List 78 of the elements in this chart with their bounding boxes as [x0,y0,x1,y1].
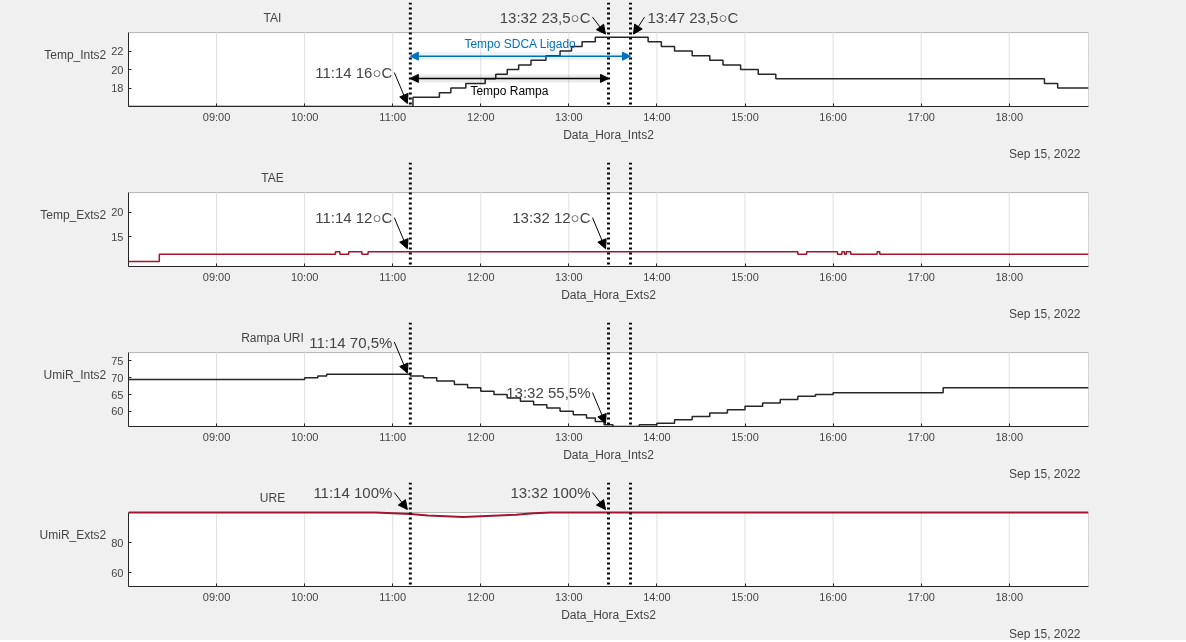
x-tick-label: 11:00 [379,430,407,443]
annotation: 11:14 12○C [315,209,393,227]
chart-title: TAI [263,10,282,25]
x-tick-label: 14:00 [643,430,671,443]
y-tick-label: 22 [111,45,124,57]
y-tick-label: 65 [111,388,124,401]
x-tick-label: 14:00 [643,590,671,603]
x-tick-label: 17:00 [907,590,935,603]
x-tick-label: 15:00 [731,270,759,283]
text: Sep 15, 2022 [1009,146,1081,161]
y-tick-label: 20 [111,206,124,219]
y-tick-label: 80 [111,536,124,549]
y-axis-title: UmiR_Exts2 [39,527,107,542]
x-tick-label: 15:00 [731,590,759,603]
x-tick-label: 15:00 [731,110,759,123]
x-tick-label: 10:00 [290,110,319,123]
x-tick-label: 09:00 [202,590,231,603]
x-tick-label: 18:00 [995,430,1023,443]
annotation: 13:32 100% [510,484,591,501]
y-tick-label: 60 [111,405,124,418]
y-axis-title: Temp_Exts2 [40,207,107,222]
x-tick-label: 09:00 [202,270,231,283]
x-tick-label: 14:00 [643,110,671,123]
annotation: 11:14 16○C [315,64,393,81]
x-tick-label: 18:00 [995,270,1023,283]
y-tick-label: 60 [111,566,124,579]
y-axis-title: UmiR_Ints2 [43,367,107,382]
annotation: 13:32 12○C [512,209,591,227]
x-tick-label: 13:00 [555,270,583,283]
y-tick-label: 15 [111,230,124,243]
x-tick-label: 12:00 [467,270,495,283]
x-tick-label: 12:00 [467,430,495,443]
x-tick-label: 14:00 [643,270,671,283]
annotation: 13:32 55,5% [506,384,591,401]
y-tick-label: 20 [111,63,124,76]
x-tick-label: 10:00 [290,430,319,443]
annotation: 13:47 23,5○C [647,8,739,26]
x-tick-label: 16:00 [819,110,847,123]
y-tick-label: 70 [111,371,124,384]
annotation: 11:14 100% [313,484,393,501]
text: Sep 15, 2022 [1009,466,1081,481]
annotation: 13:32 23,5○C [499,8,591,26]
x-tick-label: 17:00 [907,270,935,283]
x-axis-title: Data_Hora_Ints2 [563,447,655,462]
x-tick-label: 11:00 [379,110,407,123]
x-tick-label: 13:00 [555,110,583,123]
x-tick-label: 15:00 [731,430,759,443]
band-label: Tempo SDCA Ligado [464,37,577,52]
x-tick-label: 16:00 [819,270,847,283]
x-tick-label: 09:00 [202,110,231,123]
x-tick-label: 18:00 [995,590,1023,603]
x-tick-label: 17:00 [907,110,935,123]
y-tick-label: 18 [111,82,124,94]
x-tick-label: 16:00 [819,590,847,603]
x-tick-label: 11:00 [379,590,407,603]
chart-title: Rampa URI [241,330,304,345]
x-tick-label: 18:00 [995,110,1023,123]
x-tick-label: 12:00 [467,590,495,603]
x-axis-title: Data_Hora_Exts2 [561,287,657,302]
x-tick-label: 10:00 [290,270,319,283]
x-tick-label: 13:00 [555,430,583,443]
x-axis-title: Data_Hora_Ints2 [563,127,655,142]
x-tick-label: 12:00 [467,110,495,123]
text: Sep 15, 2022 [1009,626,1081,641]
x-tick-label: 11:00 [379,270,407,283]
chart-title: TAE [261,170,284,185]
x-tick-label: 17:00 [907,430,935,443]
y-axis-title: Temp_Ints2 [44,47,107,62]
x-axis-title: Data_Hora_Exts2 [561,607,657,622]
y-tick-label: 75 [111,354,124,367]
x-tick-label: 09:00 [202,430,231,443]
annotation: 11:14 70,5% [309,333,393,351]
x-tick-label: 13:00 [555,590,583,603]
x-tick-label: 10:00 [290,590,319,603]
text: Sep 15, 2022 [1009,306,1081,321]
chart-title: URE [259,490,286,505]
x-tick-label: 16:00 [819,430,847,443]
band-label: Tempo Rampa [470,84,549,99]
